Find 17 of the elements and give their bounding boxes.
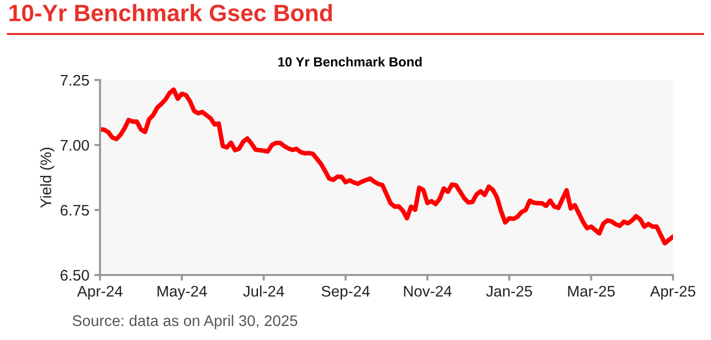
chart-title: 10-Yr Benchmark Gsec Bond <box>9 4 332 22</box>
y-tick-label: 7.25 <box>60 74 89 86</box>
x-tick-label: Apr-24 <box>77 286 122 300</box>
y-tick-label: 6.75 <box>60 204 89 216</box>
line-series <box>100 87 673 246</box>
y-tick-label: 6.50 <box>60 270 89 281</box>
y-tick-label: 7.00 <box>60 140 89 151</box>
x-tick-label: Sep-24 <box>322 286 370 300</box>
x-tick-label: Jan-25 <box>486 286 532 297</box>
x-tick-label: Nov-24 <box>404 286 452 297</box>
x-tick-label: Mar-25 <box>568 286 615 297</box>
chart-subtitle: 10 Yr Benchmark Bond <box>278 56 422 67</box>
x-tick-label: Jul-24 <box>243 285 284 297</box>
source-note: Source: data as on April 30, 2025 <box>72 314 298 330</box>
x-tick-label: Apr-25 <box>650 286 696 300</box>
x-tick-label: May-24 <box>158 286 207 300</box>
y-axis-title: Yield (%) <box>40 148 54 208</box>
